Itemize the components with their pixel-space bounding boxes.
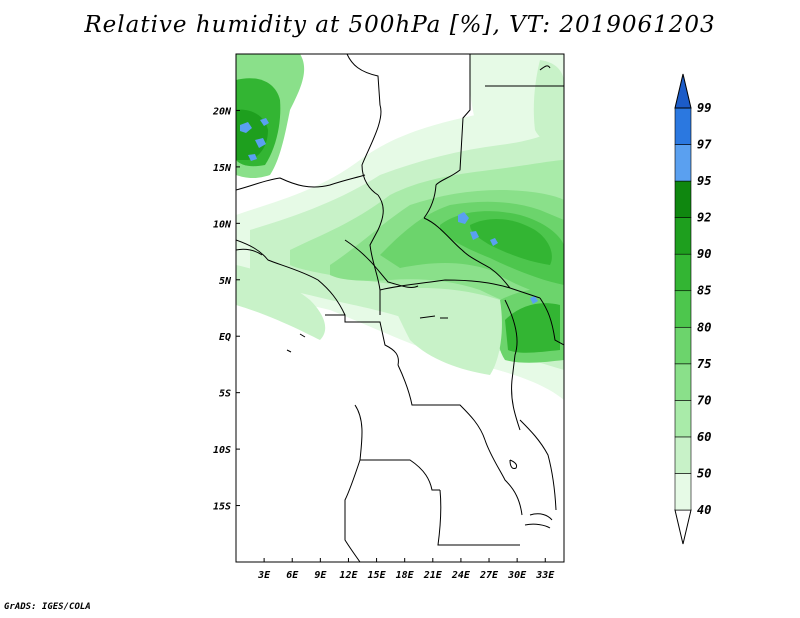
lon-tick-label: 30E	[507, 570, 527, 581]
colorbar-label: 85	[697, 284, 711, 298]
colorbar-segment	[674, 436, 692, 474]
colorbar-label: 60	[697, 430, 711, 444]
colorbar-label: 80	[697, 320, 711, 334]
lon-tick-label: 9E	[314, 570, 327, 581]
colorbar-label: 99	[697, 101, 711, 115]
colorbar: 40 50 60 70 75 80 85 90 92 95 97 99	[674, 73, 712, 545]
lon-tick-label: 12E	[339, 570, 358, 581]
colorbar-lower-extension	[674, 509, 692, 545]
lat-tick-label: 20N	[212, 106, 232, 117]
colorbar-label: 97	[697, 138, 712, 152]
lon-tick-label: 24E	[451, 570, 471, 581]
colorbar-segment	[674, 400, 692, 438]
colorbar-upper-extension	[674, 73, 692, 109]
colorbar-label: 92	[697, 211, 711, 225]
lon-tick-label: 27E	[479, 570, 499, 581]
lat-tick-label: EQ	[219, 332, 231, 343]
colorbar-label: 70	[697, 393, 711, 407]
chart-title: Relative humidity at 500hPa [%], VT: 201…	[84, 12, 716, 38]
lon-tick-label: 15E	[368, 570, 387, 581]
colorbar-segment	[674, 290, 692, 328]
country-borders	[236, 54, 564, 562]
colorbar-segment	[674, 253, 692, 292]
colorbar-segment	[674, 180, 692, 218]
lat-tick-label: 10S	[213, 445, 231, 456]
colorbar-segment	[674, 217, 692, 255]
colorbar-label: 75	[697, 357, 711, 371]
lat-tick-label: 15S	[213, 502, 231, 513]
lat-tick-label: 10N	[213, 219, 232, 230]
colorbar-segment	[674, 144, 692, 182]
lon-tick-label: 6E	[286, 570, 299, 581]
humidity-field	[236, 54, 564, 400]
lon-tick-label: 33E	[535, 570, 555, 581]
colorbar-label: 50	[697, 466, 711, 480]
colorbar-segment	[674, 363, 692, 401]
lat-tick-label: 5S	[219, 389, 231, 400]
lat-tick-label: 5N	[219, 276, 232, 287]
colorbar-label: 40	[697, 503, 711, 517]
lon-tick-label: 3E	[257, 570, 271, 581]
lon-tick-label: 18E	[396, 570, 415, 581]
colorbar-label: 90	[697, 247, 711, 261]
colorbar-segment	[674, 326, 692, 365]
colorbar-segment	[674, 107, 692, 145]
colorbar-segment	[674, 473, 692, 511]
lon-tick-label: 21E	[423, 570, 443, 581]
longitude-ticks: 3E 6E 9E 12E 15E 18E 21E 24E 27E 30E 33E	[257, 558, 555, 581]
latitude-ticks: 20N 15N 10N 5N EQ 5S 10S 15S	[212, 106, 240, 513]
lat-tick-label: 15N	[213, 163, 232, 174]
colorbar-label: 95	[697, 174, 711, 188]
grads-credit: GrADS: IGES/COLA	[4, 602, 91, 612]
map-frame	[235, 53, 565, 563]
